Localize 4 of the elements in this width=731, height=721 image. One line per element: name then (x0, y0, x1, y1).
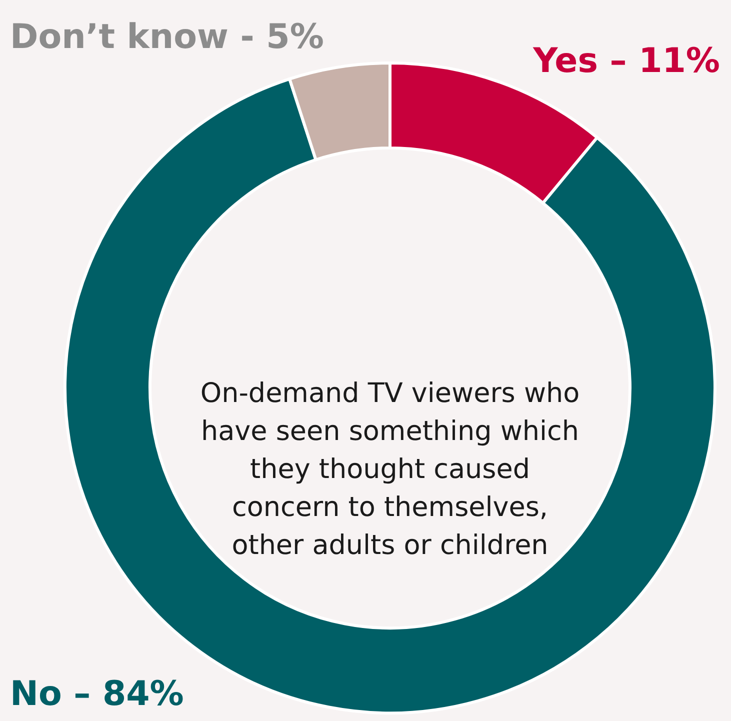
slice-label: No – 84% (10, 674, 184, 714)
slice-label: Don’t know - 5% (10, 17, 324, 57)
text: On-demand TV viewers who have seen something which they thought caused concern to themselves, other adults or children (200, 378, 580, 561)
slice-label: Yes – 11% (532, 41, 720, 81)
